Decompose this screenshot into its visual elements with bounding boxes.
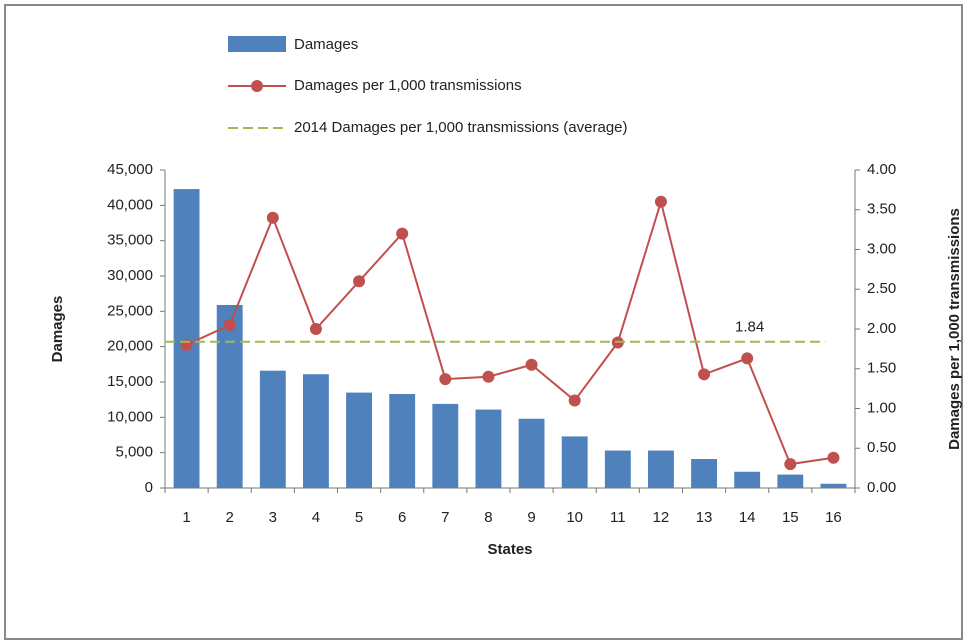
bar xyxy=(604,450,631,488)
bar xyxy=(691,459,717,488)
x-tick-label: 11 xyxy=(610,509,626,526)
x-tick-label: 16 xyxy=(825,509,842,526)
line-point xyxy=(568,394,581,407)
y-tick-label: 25,000 xyxy=(107,302,153,319)
average-label: 1.84 xyxy=(735,319,764,336)
line-point xyxy=(439,373,452,386)
x-tick-label: 10 xyxy=(566,509,583,526)
line-point xyxy=(353,275,366,288)
bar xyxy=(216,304,243,488)
line-point xyxy=(525,358,538,371)
y2-tick-label: 3.50 xyxy=(867,201,896,218)
bar xyxy=(303,374,329,488)
x-tick-label: 3 xyxy=(269,509,277,526)
y-tick-label: 5,000 xyxy=(115,444,153,461)
x-tick-label: 13 xyxy=(696,509,713,526)
bar xyxy=(561,436,588,488)
y-tick-label: 20,000 xyxy=(107,338,153,355)
y2-tick-label: 2.00 xyxy=(867,320,896,337)
bar xyxy=(259,370,286,488)
y2-tick-label: 0.50 xyxy=(867,439,896,456)
x-tick-label: 14 xyxy=(739,509,756,526)
line-point xyxy=(698,368,711,381)
legend-swatch xyxy=(251,80,263,92)
line-point xyxy=(266,211,279,224)
bar xyxy=(648,450,674,488)
bar xyxy=(475,409,502,488)
bar xyxy=(777,474,804,488)
line-point xyxy=(223,319,236,332)
line xyxy=(186,198,834,466)
bar xyxy=(389,394,416,488)
line-point xyxy=(827,451,840,464)
legend-label: 2014 Damages per 1,000 transmissions (av… xyxy=(294,119,628,136)
y2-tick-label: 0.00 xyxy=(867,479,896,496)
y2-tick-label: 3.00 xyxy=(867,240,896,257)
x-tick-label: 8 xyxy=(484,509,492,526)
line-point xyxy=(741,352,754,365)
legend-label: Damages per 1,000 transmissions xyxy=(294,77,522,94)
bar xyxy=(346,392,372,488)
y-tick-label: 10,000 xyxy=(107,408,153,425)
y2-tick-label: 2.50 xyxy=(867,280,896,297)
x-tick-label: 7 xyxy=(441,509,449,526)
line-point xyxy=(654,195,667,208)
legend-label: Damages xyxy=(294,36,358,53)
x-tick-label: 5 xyxy=(355,509,363,526)
y-tick-label: 15,000 xyxy=(107,373,153,390)
y2-axis-label: Damages per 1,000 transmissions xyxy=(946,208,963,450)
x-tick-label: 12 xyxy=(653,509,670,526)
y-axis-label: Damages xyxy=(49,296,66,363)
line-point xyxy=(180,338,193,351)
bar xyxy=(173,189,200,488)
x-tick-label: 15 xyxy=(782,509,799,526)
bar xyxy=(432,403,459,488)
x-tick-label: 1 xyxy=(182,509,190,526)
y2-tick-label: 4.00 xyxy=(867,161,896,178)
y-tick-label: 35,000 xyxy=(107,232,153,249)
line-point xyxy=(309,323,322,335)
x-tick-label: 9 xyxy=(527,509,535,526)
bar xyxy=(734,471,761,488)
line-point xyxy=(482,370,495,383)
x-tick-label: 6 xyxy=(398,509,406,526)
x-tick-label: 4 xyxy=(312,509,320,526)
x-axis-label: States xyxy=(487,541,532,558)
line-point xyxy=(784,458,797,471)
y-tick-label: 0 xyxy=(145,479,153,496)
x-tick-label: 2 xyxy=(226,509,234,526)
line-point xyxy=(396,227,409,240)
legend-swatch xyxy=(228,36,286,52)
y2-tick-label: 1.00 xyxy=(867,399,896,416)
y-tick-label: 30,000 xyxy=(107,267,153,284)
y-tick-label: 40,000 xyxy=(107,196,153,213)
y2-tick-label: 1.50 xyxy=(867,360,896,377)
bar xyxy=(518,418,545,488)
y-tick-label: 45,000 xyxy=(107,161,153,178)
chart-border xyxy=(4,4,963,640)
bar xyxy=(820,483,847,488)
